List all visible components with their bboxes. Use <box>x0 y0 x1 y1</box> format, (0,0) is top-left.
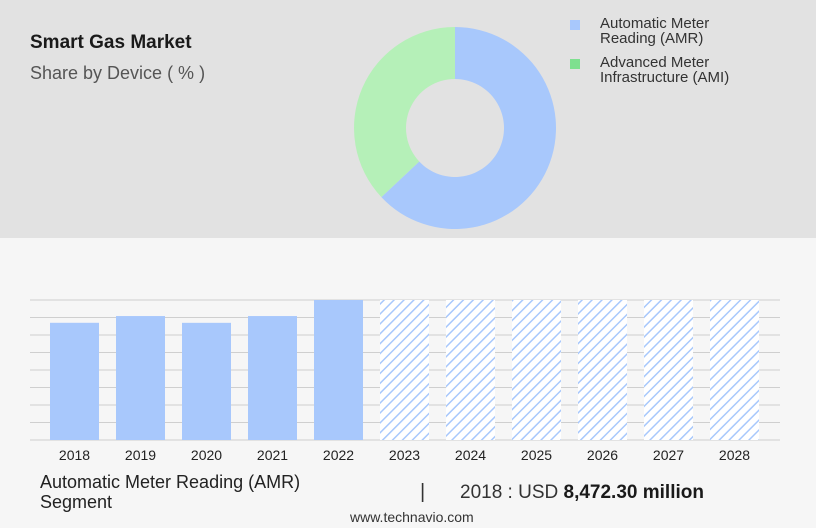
footer-divider: | <box>420 481 426 503</box>
x-tick-label-2028: 2028 <box>719 447 750 463</box>
bar-2018 <box>50 322 99 440</box>
segment-label-line1: Automatic Meter Reading (AMR) <box>40 472 301 492</box>
legend-label-amr-line2: Reading (AMR) <box>600 30 704 47</box>
x-tick-label-2021: 2021 <box>257 447 288 463</box>
x-tick-label-2024: 2024 <box>455 447 486 463</box>
legend-label-ami-line2: Infrastructure (AMI) <box>600 69 730 86</box>
bar-2019 <box>116 316 165 440</box>
bar-2024 <box>446 300 495 440</box>
bar-chart: 2018 2019 2020 2021 2022 2023 2024 2025 2026 2027… <box>30 299 780 463</box>
segment-label: Automatic Meter Reading (AMR) Segment <box>40 472 360 512</box>
bar-2028 <box>710 300 759 440</box>
x-tick-label-2023: 2023 <box>389 447 420 463</box>
chart-title: Smart Gas Market <box>30 32 192 53</box>
bar-2022 <box>314 300 363 440</box>
legend-label-ami-line1: Advanced Meter <box>600 54 710 71</box>
x-tick-label-2025: 2025 <box>521 447 552 463</box>
legend-item-amr: Automatic Meter Reading (AMR) <box>570 16 790 46</box>
segment-label-line2: Segment <box>40 492 113 512</box>
legend-item-ami: Advanced Meter Infrastructure (AMI) <box>570 55 790 85</box>
bar-2027 <box>644 300 693 440</box>
legend-swatch-ami <box>570 59 580 69</box>
x-tick-label-2022: 2022 <box>323 447 354 463</box>
segment-value-prefix: 2018 : USD <box>460 482 559 503</box>
bar-2026 <box>578 300 627 440</box>
x-tick-label-2018: 2018 <box>59 447 90 463</box>
segment-value-amount: 8,472.30 million <box>563 482 704 503</box>
bar-2025 <box>512 300 561 440</box>
bar-2021 <box>248 316 297 440</box>
x-tick-label-2026: 2026 <box>587 447 618 463</box>
x-tick-label-2027: 2027 <box>653 447 684 463</box>
legend-swatch-amr <box>570 20 580 30</box>
donut-slice-1 <box>354 27 455 198</box>
segment-value: 2018 : USD 8,472.30 million <box>460 482 704 504</box>
bar-2020 <box>182 322 231 440</box>
bar-2023 <box>380 300 429 440</box>
donut-chart <box>354 27 556 229</box>
source-link[interactable]: www.technavio.com <box>350 509 474 525</box>
donut-slice-0 <box>381 27 556 229</box>
legend: Automatic Meter Reading (AMR) Advanced M… <box>570 16 790 94</box>
chart-subtitle: Share by Device ( % ) <box>30 63 206 83</box>
x-tick-label-2020: 2020 <box>191 447 222 463</box>
x-tick-label-2019: 2019 <box>125 447 156 463</box>
legend-label-amr-line1: Automatic Meter <box>600 15 710 32</box>
